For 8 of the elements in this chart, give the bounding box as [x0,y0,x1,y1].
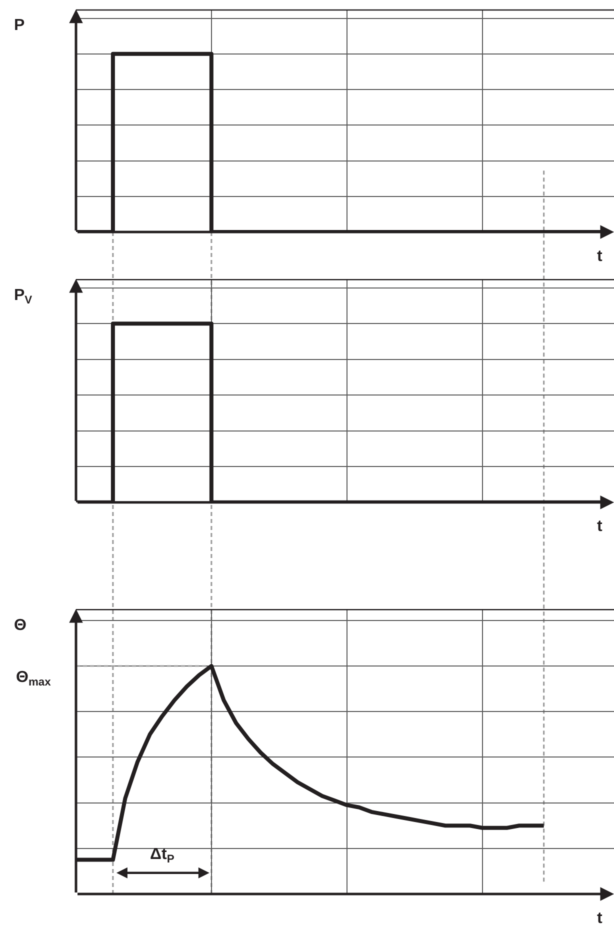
ref-line-label: Θ$_{max}$ [16,669,52,688]
x-axis-title: t [597,518,603,535]
y-axis-title: P [14,17,25,34]
x-axis-title: t [597,910,603,927]
y-axis-title: Θ [14,617,26,634]
x-axis-title: t [597,248,603,265]
annotation: Δt$_{P}$ [150,846,175,866]
y-axis-title: P$_{V}$ [14,287,33,306]
